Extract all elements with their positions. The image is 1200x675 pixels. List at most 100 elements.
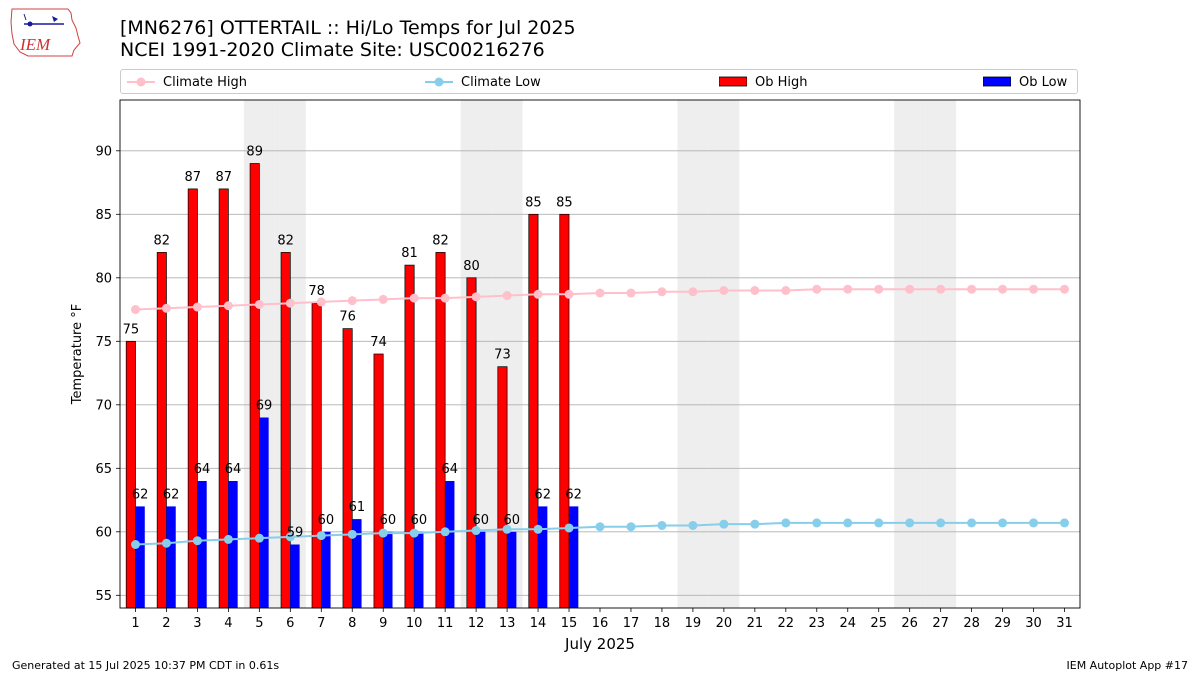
x-tick-label: 25: [870, 616, 887, 631]
ob-high-label: 76: [339, 310, 356, 325]
climate-low-point: [998, 518, 1008, 528]
x-tick-label: 15: [561, 616, 578, 631]
climate-high-point: [254, 299, 264, 309]
ob-high-label: 85: [556, 195, 573, 210]
climate-high-point: [564, 289, 574, 299]
ob-high-label: 82: [432, 233, 449, 248]
ob-high-bar: [125, 340, 136, 609]
x-tick-label: 3: [193, 616, 201, 631]
ob-high-bar: [497, 366, 508, 609]
ob-high-label: 82: [154, 233, 171, 248]
climate-high-point: [874, 284, 884, 294]
ob-low-bar: [321, 531, 331, 608]
chart-subtitle: NCEI 1991-2020 Climate Site: USC00216276: [120, 39, 545, 61]
x-tick-label: 23: [809, 616, 826, 631]
y-tick-label: 85: [95, 208, 112, 223]
ob-high-bar: [187, 188, 198, 609]
ob-low-label: 62: [132, 487, 149, 502]
climate-high-point: [533, 289, 543, 299]
app-credit: IEM Autoplot App #17: [1066, 659, 1189, 672]
x-tick-label: 4: [224, 616, 232, 631]
x-tick-label: 12: [468, 616, 485, 631]
generated-timestamp: Generated at 15 Jul 2025 10:37 PM CDT in…: [12, 659, 280, 672]
legend-ob-low: Ob Low: [983, 73, 1067, 91]
x-tick-label: 2: [162, 616, 170, 631]
ob-low-label: 59: [287, 526, 304, 541]
climate-high-point: [347, 296, 357, 306]
x-tick-label: 28: [963, 616, 980, 631]
ob-high-label: 82: [277, 233, 294, 248]
x-tick-label: 17: [623, 616, 640, 631]
ob-low-label: 60: [380, 513, 397, 528]
ob-low-label: 64: [194, 462, 211, 477]
x-tick-label: 22: [778, 616, 795, 631]
legend-ob-low-label: Ob Low: [1019, 74, 1068, 90]
climate-low-point: [564, 523, 574, 533]
ob-high-bar: [466, 277, 477, 609]
ob-high-label: 75: [123, 322, 140, 337]
climate-high-point: [967, 284, 977, 294]
y-axis-label: Temperature °F: [70, 304, 85, 405]
climate-high-point: [1060, 284, 1070, 294]
ob-low-label: 64: [442, 462, 459, 477]
ob-high-bar: [404, 264, 415, 609]
climate-low-point: [378, 528, 388, 538]
climate-low-point: [192, 536, 202, 546]
ob-low-label: 60: [473, 513, 490, 528]
x-tick-label: 31: [1056, 616, 1073, 631]
ob-high-label: 87: [215, 170, 232, 185]
x-tick-label: 29: [994, 616, 1011, 631]
climate-low-point: [843, 518, 853, 528]
climate-low-point: [967, 518, 977, 528]
climate-high-point: [130, 305, 140, 315]
climate-high-point: [316, 297, 326, 307]
x-tick-label: 6: [286, 616, 294, 631]
ob-low-swatch: [983, 76, 1011, 87]
legend-climate-low-label: Climate Low: [461, 74, 541, 90]
climate-high-point: [812, 284, 822, 294]
ob-low-bar: [135, 506, 145, 608]
ob-high-label: 73: [494, 348, 511, 363]
climate-low-point: [130, 540, 140, 549]
climate-low-point: [161, 538, 171, 548]
climate-low-point: [781, 518, 791, 528]
ob-high-bar: [218, 188, 229, 609]
climate-high-point: [409, 293, 419, 303]
climate-high-point: [502, 291, 512, 301]
climate-low-point: [316, 531, 326, 541]
climate-high-swatch: [127, 77, 155, 87]
y-tick-label: 80: [95, 271, 112, 286]
chart-title: [MN6276] OTTERTAIL :: Hi/Lo Temps for Ju…: [120, 17, 576, 39]
climate-high-point: [719, 286, 729, 295]
climate-low-point: [254, 533, 264, 543]
legend-climate-high: Climate High: [127, 73, 247, 91]
ob-high-bar: [373, 353, 384, 609]
ob-low-label: 60: [503, 513, 520, 528]
logo-text: IEM: [19, 35, 51, 54]
climate-high-point: [285, 298, 295, 308]
ob-low-label: 62: [163, 487, 180, 502]
x-tick-label: 18: [654, 616, 671, 631]
climate-low-point: [626, 522, 636, 532]
ob-low-label: 62: [534, 487, 551, 502]
ob-high-bar: [528, 213, 539, 609]
x-tick-label: 14: [530, 616, 547, 631]
climate-low-point: [471, 526, 481, 536]
legend-ob-high-label: Ob High: [755, 74, 808, 90]
ob-high-label: 85: [525, 195, 542, 210]
climate-low-point: [223, 534, 233, 544]
climate-high-point: [936, 284, 946, 294]
ob-low-bar: [352, 519, 362, 608]
ob-low-bar: [538, 506, 548, 608]
x-tick-label: 24: [839, 616, 856, 631]
ob-high-bar: [559, 213, 570, 609]
y-tick-label: 70: [95, 398, 112, 413]
y-tick-label: 90: [95, 144, 112, 159]
ob-low-bar: [445, 481, 455, 608]
climate-low-point: [936, 518, 946, 528]
climate-low-point: [502, 524, 512, 534]
ob-low-bar: [259, 417, 269, 608]
y-tick-label: 75: [95, 335, 112, 350]
ob-low-label: 61: [349, 500, 366, 515]
climate-high-point: [440, 293, 450, 303]
